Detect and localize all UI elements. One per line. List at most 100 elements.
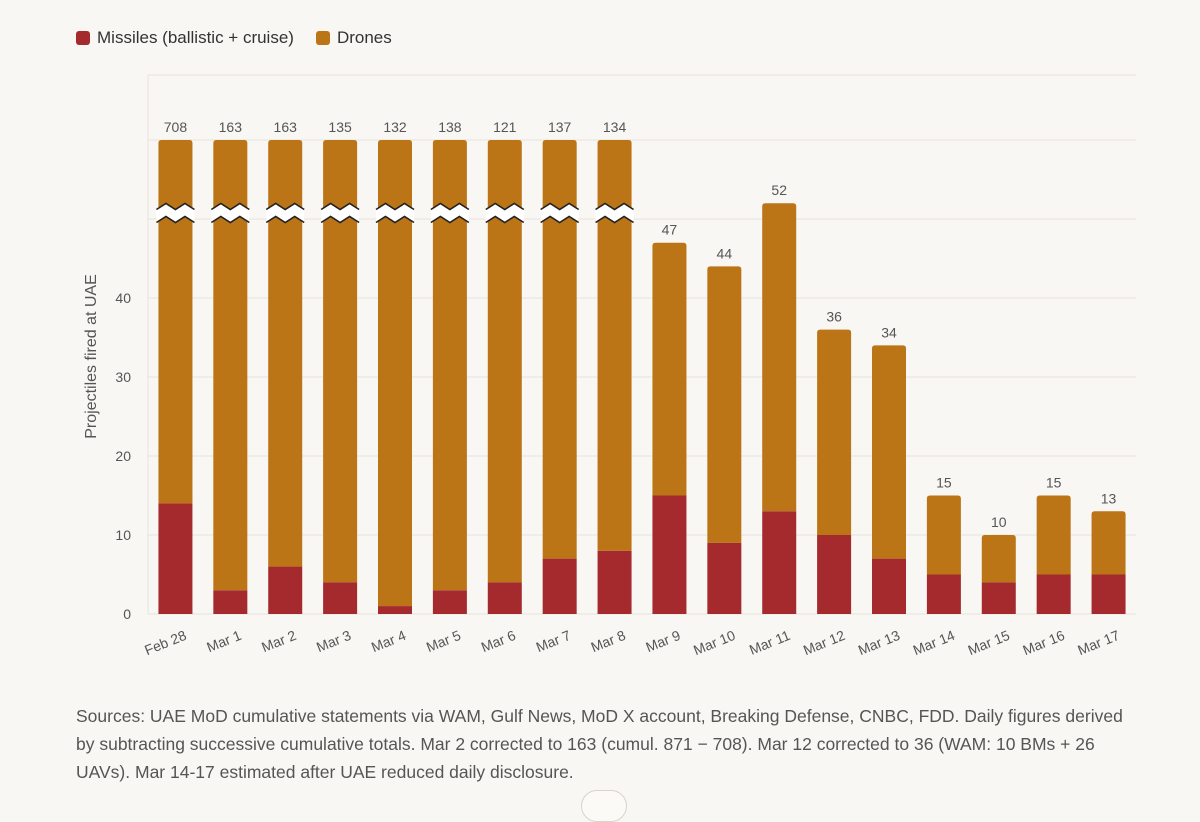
bar-total-label: 10 bbox=[991, 514, 1007, 530]
bar-missiles bbox=[268, 566, 303, 614]
bar-missiles bbox=[487, 582, 522, 614]
bar-drones bbox=[323, 140, 358, 583]
axis-break-marker bbox=[266, 203, 305, 223]
legend-item-missiles: Missiles (ballistic + cruise) bbox=[76, 28, 294, 48]
bar-missiles bbox=[213, 590, 248, 614]
y-tick-label: 40 bbox=[115, 290, 131, 306]
x-tick-label: Mar 5 bbox=[424, 627, 463, 655]
bar-drones bbox=[1091, 511, 1126, 575]
bar-total-label: 52 bbox=[771, 182, 787, 198]
axis-break-line bbox=[320, 202, 360, 211]
bar-total-label: 163 bbox=[219, 119, 243, 135]
scroll-indicator[interactable] bbox=[581, 790, 627, 822]
axis-break-line bbox=[485, 215, 525, 224]
bar-drones bbox=[542, 140, 577, 559]
bar-total-label: 34 bbox=[881, 324, 897, 340]
x-tick-label: Mar 10 bbox=[691, 627, 738, 658]
chart-legend: Missiles (ballistic + cruise) Drones bbox=[76, 28, 392, 48]
axis-break-line bbox=[210, 215, 250, 224]
bar-missiles bbox=[926, 574, 961, 614]
bar-missiles bbox=[981, 582, 1016, 614]
x-tick-label: Feb 28 bbox=[142, 627, 189, 658]
bar-drones bbox=[268, 140, 303, 567]
axis-break-marker bbox=[595, 203, 634, 223]
bar-total-label: 137 bbox=[548, 119, 572, 135]
axis-break-line bbox=[485, 202, 525, 211]
axis-break-line bbox=[595, 215, 634, 224]
bar-total-label: 44 bbox=[717, 245, 733, 261]
bar-missiles bbox=[378, 606, 412, 614]
bar-drones bbox=[597, 140, 632, 551]
bar-missiles bbox=[1091, 574, 1126, 614]
bar-missiles bbox=[872, 558, 906, 614]
axis-break-marker bbox=[376, 203, 414, 223]
legend-item-drones: Drones bbox=[315, 28, 392, 48]
x-tick-label: Mar 2 bbox=[259, 627, 298, 655]
bar-total-label: 135 bbox=[328, 119, 352, 135]
axis-break-line bbox=[156, 215, 195, 224]
axis-break-line bbox=[540, 215, 580, 224]
axis-break-line bbox=[210, 202, 250, 211]
legend-label-drones: Drones bbox=[336, 28, 392, 47]
axis-break-line bbox=[320, 215, 360, 224]
bar-drones bbox=[1036, 495, 1071, 575]
x-tick-label: Mar 8 bbox=[588, 627, 627, 655]
x-tick-label: Mar 11 bbox=[747, 627, 793, 658]
bar-total-label: 121 bbox=[493, 119, 517, 135]
y-tick-label: 0 bbox=[123, 606, 131, 622]
bar-drones bbox=[487, 140, 522, 583]
x-tick-label: Mar 6 bbox=[479, 627, 518, 655]
axis-break-line bbox=[430, 202, 470, 211]
x-tick-label: Mar 15 bbox=[966, 627, 1013, 658]
axis-break-line bbox=[265, 215, 305, 224]
bar-missiles bbox=[707, 542, 742, 614]
sources-note: Sources: UAE MoD cumulative statements v… bbox=[76, 706, 1123, 782]
bar-missiles bbox=[762, 511, 797, 614]
axis-break-marker bbox=[430, 203, 469, 223]
legend-label-missiles: Missiles (ballistic + cruise) bbox=[97, 28, 294, 47]
bar-total-label: 163 bbox=[274, 119, 298, 135]
axis-break-marker bbox=[156, 203, 195, 223]
x-tick-label: Mar 4 bbox=[369, 627, 408, 655]
axis-break-line bbox=[595, 202, 634, 211]
x-tick-label: Mar 3 bbox=[314, 627, 353, 655]
x-tick-label: Mar 1 bbox=[204, 627, 243, 655]
x-tick-label: Mar 17 bbox=[1075, 627, 1122, 658]
bar-drones bbox=[817, 329, 852, 535]
bar-drones bbox=[158, 140, 193, 504]
bar-total-label: 15 bbox=[936, 475, 952, 491]
bar-missiles bbox=[1036, 574, 1071, 614]
x-tick-label: Mar 14 bbox=[911, 627, 958, 658]
bar-drones bbox=[926, 495, 961, 575]
bar-drones bbox=[872, 345, 906, 559]
axis-break-marker bbox=[485, 203, 524, 223]
bar-drones bbox=[652, 242, 687, 496]
x-tick-label: Mar 9 bbox=[643, 627, 682, 655]
bar-missiles bbox=[652, 495, 687, 614]
bar-drones bbox=[432, 140, 467, 591]
axis-break-line bbox=[540, 202, 580, 211]
axis-break-line bbox=[430, 215, 470, 224]
x-tick-label: Mar 7 bbox=[534, 627, 573, 655]
stacked-bar-chart: 0 10 20 30 40 Projectiles fired at UAE 708 Feb … bbox=[83, 74, 1136, 658]
axis-break-marker bbox=[211, 203, 250, 223]
axis-break-line bbox=[375, 215, 415, 224]
bar-drones bbox=[213, 140, 248, 591]
bar-drones bbox=[981, 535, 1016, 583]
bar-missiles bbox=[432, 590, 467, 614]
bar-missiles bbox=[597, 550, 632, 614]
bar-missiles bbox=[817, 535, 852, 614]
y-tick-label: 20 bbox=[115, 448, 131, 464]
bar-drones bbox=[707, 266, 742, 543]
bar-total-label: 132 bbox=[383, 119, 407, 135]
bar-missiles bbox=[323, 582, 358, 614]
bar-total-label: 36 bbox=[826, 309, 842, 325]
bar-missiles bbox=[158, 503, 193, 614]
legend-swatch-missiles bbox=[76, 31, 90, 45]
y-axis-label: Projectiles fired at UAE bbox=[83, 274, 100, 439]
bar-total-label: 13 bbox=[1101, 490, 1117, 506]
axis-break-line bbox=[265, 202, 305, 211]
axis-break-line bbox=[156, 202, 195, 211]
bar-total-label: 708 bbox=[164, 119, 188, 135]
bar-total-label: 138 bbox=[438, 119, 462, 135]
